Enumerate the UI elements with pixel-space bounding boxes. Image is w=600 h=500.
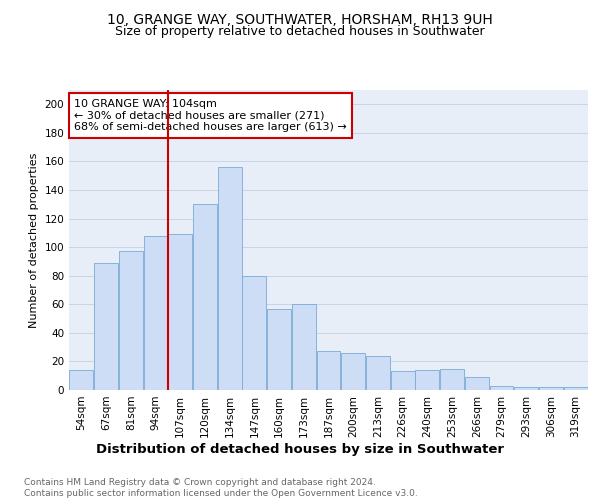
Text: 10 GRANGE WAY: 104sqm
← 30% of detached houses are smaller (271)
68% of semi-det: 10 GRANGE WAY: 104sqm ← 30% of detached … [74, 99, 347, 132]
Bar [440, 368, 464, 390]
Bar [94, 263, 118, 390]
Bar [366, 356, 390, 390]
Bar [193, 204, 217, 390]
Bar [119, 252, 143, 390]
Bar [391, 372, 415, 390]
Text: Contains HM Land Registry data © Crown copyright and database right 2024.
Contai: Contains HM Land Registry data © Crown c… [24, 478, 418, 498]
Bar [143, 236, 167, 390]
Bar [465, 377, 489, 390]
Bar [415, 370, 439, 390]
Bar [168, 234, 192, 390]
Bar [539, 387, 563, 390]
Bar [514, 387, 538, 390]
Text: Size of property relative to detached houses in Southwater: Size of property relative to detached ho… [115, 25, 485, 38]
Bar [490, 386, 514, 390]
Bar [218, 167, 242, 390]
Bar [267, 308, 291, 390]
Bar [292, 304, 316, 390]
Bar [242, 276, 266, 390]
Bar [317, 352, 340, 390]
Text: 10, GRANGE WAY, SOUTHWATER, HORSHAM, RH13 9UH: 10, GRANGE WAY, SOUTHWATER, HORSHAM, RH1… [107, 12, 493, 26]
Bar [341, 353, 365, 390]
Text: Distribution of detached houses by size in Southwater: Distribution of detached houses by size … [96, 442, 504, 456]
Bar [563, 387, 587, 390]
Bar [70, 370, 94, 390]
Y-axis label: Number of detached properties: Number of detached properties [29, 152, 39, 328]
